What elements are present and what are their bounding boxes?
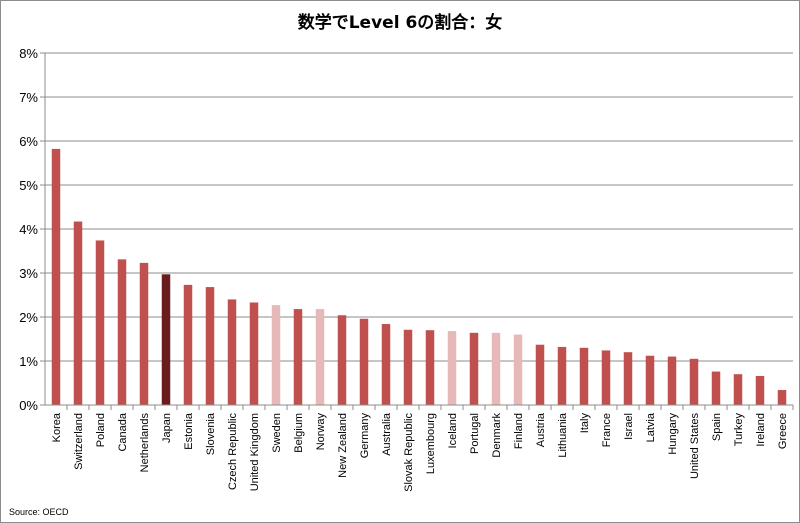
- bar-norway: [315, 309, 325, 405]
- bar-latvia: [645, 355, 655, 405]
- source-note: Source: OECD: [9, 507, 69, 517]
- x-tick-label: Luxembourg: [425, 413, 437, 474]
- y-tick-label: 7%: [19, 90, 38, 105]
- x-tick-label: Israel: [623, 413, 635, 440]
- x-tick-label: Ireland: [755, 413, 767, 447]
- bar-israel: [623, 352, 633, 405]
- x-tick-label: Finland: [513, 413, 525, 449]
- bar-switzerland: [73, 221, 83, 405]
- gridlines: [40, 52, 793, 406]
- bar-denmark: [491, 332, 501, 405]
- x-tick-label: Estonia: [183, 412, 195, 450]
- bar-luxembourg: [425, 330, 435, 405]
- y-tick-label: 4%: [19, 222, 38, 237]
- y-tick-label: 0%: [19, 398, 38, 413]
- x-tick-label: Iceland: [447, 413, 459, 448]
- x-tick-label: Latvia: [645, 412, 657, 442]
- x-tick-label: Sweden: [271, 413, 283, 453]
- bar-finland: [513, 334, 523, 405]
- bar-spain: [711, 371, 721, 405]
- bar-france: [601, 350, 611, 405]
- y-tick-label: 5%: [19, 178, 38, 193]
- bar-united-kingdom: [249, 302, 259, 405]
- x-tick-label: Czech Republic: [227, 413, 239, 491]
- bar-austria: [535, 344, 545, 405]
- x-tick-label: United Kingdom: [249, 413, 261, 491]
- bar-belgium: [293, 309, 303, 405]
- bar-canada: [117, 259, 127, 405]
- x-tick-label: Portugal: [469, 413, 481, 454]
- bar-italy: [579, 347, 589, 405]
- bar-lithuania: [557, 346, 567, 405]
- bar-slovak-republic: [403, 329, 413, 405]
- x-tick-labels: Korea Switzerland Poland Canada Netherlands J…: [51, 412, 789, 492]
- x-tick-label: Korea: [51, 412, 63, 442]
- x-tick-label: Slovenia: [205, 412, 217, 455]
- bar-germany: [359, 318, 369, 405]
- x-tick-label: Greece: [777, 413, 789, 449]
- x-tick-label: France: [601, 413, 613, 447]
- y-tick-label: 6%: [19, 134, 38, 149]
- bar-netherlands: [139, 262, 149, 405]
- x-tick-label: Belgium: [293, 413, 305, 453]
- x-tick-label: Poland: [95, 413, 107, 447]
- x-tick-label: Germany: [359, 413, 371, 459]
- bar-slovenia: [205, 287, 215, 405]
- x-tick-label: Lithuania: [557, 412, 569, 458]
- axes: [44, 53, 794, 410]
- x-tick-label: Norway: [315, 413, 327, 451]
- y-tick-label: 8%: [19, 46, 38, 61]
- x-tick-label: Hungary: [667, 413, 679, 455]
- bar-turkey: [733, 374, 743, 405]
- y-tick-label: 3%: [19, 266, 38, 281]
- bar-korea: [51, 148, 61, 406]
- bar-iceland: [447, 331, 457, 405]
- bar-new-zealand: [337, 315, 347, 405]
- x-tick-label: Austria: [535, 412, 547, 447]
- y-tick-label: 2%: [19, 310, 38, 325]
- y-tick-labels: 0% 1% 2% 3% 4% 5% 6% 7% 8%: [19, 46, 38, 413]
- x-tick-label: Japan: [161, 413, 173, 443]
- bar-united-states: [689, 358, 699, 405]
- bar-hungary: [667, 356, 677, 405]
- x-tick-label: New Zealand: [337, 413, 349, 478]
- x-tick-label: Denmark: [491, 413, 503, 458]
- x-tick-label: Canada: [117, 412, 129, 451]
- x-tick-label: Turkey: [733, 413, 745, 447]
- x-tick-label: Italy: [579, 413, 591, 434]
- bar-australia: [381, 324, 391, 405]
- x-tick-label: Slovak Republic: [403, 413, 415, 492]
- x-tick-label: Spain: [711, 413, 723, 441]
- bar-portugal: [469, 332, 479, 405]
- bar-greece: [777, 390, 787, 405]
- y-tick-label: 1%: [19, 354, 38, 369]
- bar-japan: [161, 274, 171, 405]
- bar-sweden: [271, 305, 281, 405]
- chart-title: 数学でLevel 6の割合：女: [297, 13, 503, 33]
- bar-czech-republic: [227, 299, 237, 405]
- x-tick-label: Netherlands: [139, 413, 151, 473]
- bars: [51, 148, 787, 406]
- bar-poland: [95, 240, 105, 405]
- x-tick-label: United States: [689, 413, 701, 480]
- bar-estonia: [183, 284, 193, 405]
- bar-ireland: [755, 375, 765, 405]
- x-tick-label: Australia: [381, 412, 393, 456]
- x-tick-label: Switzerland: [73, 413, 85, 470]
